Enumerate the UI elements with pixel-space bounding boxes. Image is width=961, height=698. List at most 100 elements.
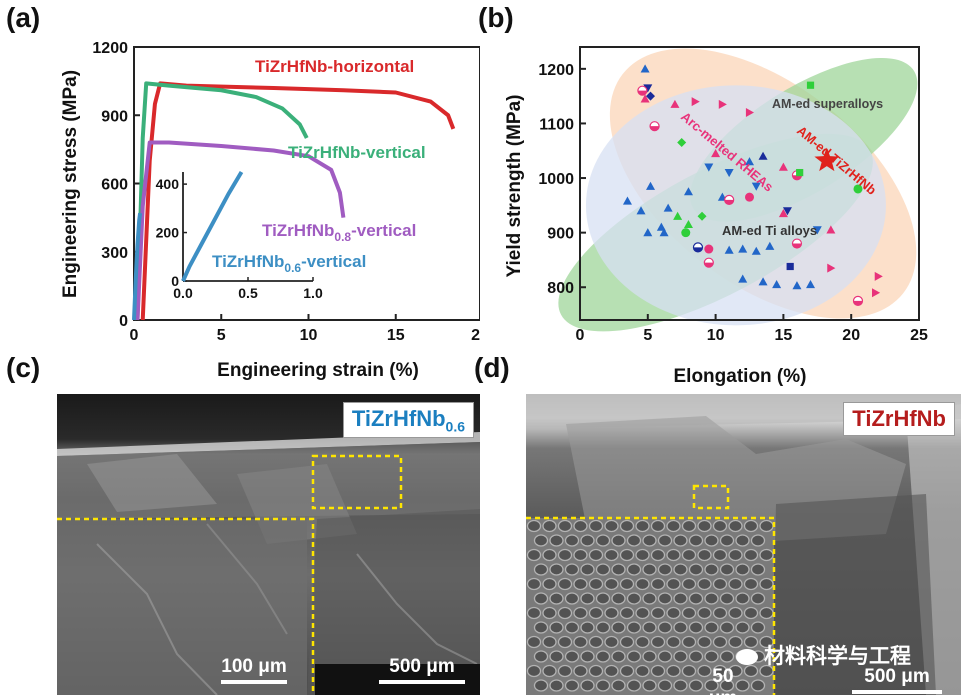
dimple bbox=[681, 548, 697, 562]
dimple bbox=[611, 679, 626, 692]
dimple bbox=[542, 635, 557, 649]
dimple bbox=[681, 606, 697, 620]
sem-d-texture bbox=[526, 394, 961, 695]
scatter-point bbox=[646, 181, 656, 190]
scatter-point bbox=[806, 81, 815, 89]
dimple bbox=[526, 577, 542, 591]
scatter-point bbox=[649, 121, 660, 132]
chart-a-xtick-label: 20 bbox=[471, 327, 480, 344]
dimple bbox=[673, 650, 688, 663]
dimple bbox=[573, 664, 588, 678]
dimple bbox=[635, 548, 650, 562]
scatter-point bbox=[711, 148, 721, 158]
region-label-superalloys: AM-ed superalloys bbox=[772, 97, 883, 111]
dimple bbox=[759, 519, 774, 533]
chart-b-ylabel: Yield strength (MPa) bbox=[504, 95, 525, 278]
dimple bbox=[604, 577, 619, 591]
dimple bbox=[635, 577, 650, 591]
scatter-point-fill bbox=[792, 243, 802, 249]
sem-c-scalebar-inset: 100 μm bbox=[221, 656, 287, 684]
dimple bbox=[719, 621, 735, 634]
dimple bbox=[595, 563, 611, 576]
scatter-point bbox=[745, 192, 754, 202]
dimple bbox=[704, 592, 719, 605]
chart-b-ytick-label: 800 bbox=[547, 280, 574, 297]
label-08-rest: -vertical bbox=[351, 221, 416, 240]
dimple bbox=[595, 621, 611, 634]
dimple bbox=[650, 635, 666, 649]
dimple bbox=[526, 635, 542, 649]
dimple bbox=[588, 577, 604, 591]
label-06-rest: -vertical bbox=[301, 252, 366, 271]
dimple bbox=[573, 606, 588, 620]
scatter-point bbox=[718, 99, 727, 109]
scatter-point-fill bbox=[724, 199, 734, 205]
sem-d-badge: TiZrHfNb bbox=[843, 402, 955, 436]
dimple bbox=[557, 664, 573, 678]
dimple bbox=[650, 664, 666, 678]
dimple bbox=[626, 592, 642, 605]
dimple bbox=[688, 650, 704, 663]
panel-label-a: (a) bbox=[6, 2, 41, 33]
dimple bbox=[580, 563, 595, 576]
dimple bbox=[657, 534, 673, 547]
chart-b-ytick-label: 900 bbox=[547, 226, 574, 243]
dimple bbox=[666, 548, 681, 562]
dimple bbox=[573, 577, 588, 591]
scatter-point bbox=[778, 209, 788, 218]
scatter-point bbox=[724, 168, 734, 178]
scatter-point bbox=[681, 228, 691, 238]
dimple bbox=[666, 635, 681, 649]
sem-c-scale-main-label: 500 μm bbox=[389, 656, 455, 677]
dimple bbox=[743, 606, 759, 620]
sem-c-badge-text: TiZrHfNb bbox=[351, 406, 446, 431]
dimple bbox=[557, 548, 573, 562]
dimple bbox=[580, 621, 595, 634]
dimple bbox=[549, 679, 564, 692]
scatter-point bbox=[640, 64, 650, 73]
dimple bbox=[642, 621, 657, 634]
scatter-point-fill bbox=[792, 175, 802, 180]
inset-ytick-label: 200 bbox=[156, 225, 180, 241]
dimple bbox=[526, 664, 542, 678]
scatter-point bbox=[683, 187, 693, 196]
dimple bbox=[549, 534, 564, 547]
dimple bbox=[557, 519, 573, 533]
dimple bbox=[735, 563, 750, 576]
dimple bbox=[604, 519, 619, 533]
chart-a-ytick-label: 1200 bbox=[92, 40, 128, 57]
dimple bbox=[564, 650, 580, 663]
dimple bbox=[619, 606, 635, 620]
dimple bbox=[533, 534, 549, 547]
dimple bbox=[573, 548, 588, 562]
dimple bbox=[759, 577, 774, 591]
dimple bbox=[549, 621, 564, 634]
region-ti-blue bbox=[585, 85, 886, 326]
watermark-text: 材料科学与工程 bbox=[764, 645, 911, 668]
scatter-point bbox=[765, 241, 775, 250]
dimple bbox=[604, 635, 619, 649]
dimple bbox=[688, 534, 704, 547]
scatter-point bbox=[724, 194, 735, 205]
dimple bbox=[626, 650, 642, 663]
chart-b-xtick-label: 15 bbox=[775, 327, 793, 344]
dimple bbox=[588, 519, 604, 533]
dimple bbox=[595, 650, 611, 663]
dimple bbox=[759, 606, 774, 620]
dimple bbox=[735, 592, 750, 605]
label-06-vertical: TiZrHfNb0.6-vertical bbox=[212, 252, 366, 275]
dimple bbox=[657, 621, 673, 634]
dimple bbox=[712, 606, 728, 620]
dimple bbox=[588, 606, 604, 620]
chart-a-xlabel: Engineering strain (%) bbox=[217, 360, 419, 381]
chart-b-xtick-label: 20 bbox=[842, 327, 860, 344]
sem-c-scale-inset-label: 100 μm bbox=[221, 656, 287, 677]
dimple bbox=[611, 650, 626, 663]
label-06-base: TiZrHfNb bbox=[212, 252, 284, 271]
scatter-point bbox=[751, 246, 761, 255]
scatter-point bbox=[663, 203, 673, 212]
dimple bbox=[735, 621, 750, 634]
scatter-point bbox=[751, 182, 761, 191]
dimple bbox=[657, 592, 673, 605]
dimple bbox=[681, 664, 697, 678]
